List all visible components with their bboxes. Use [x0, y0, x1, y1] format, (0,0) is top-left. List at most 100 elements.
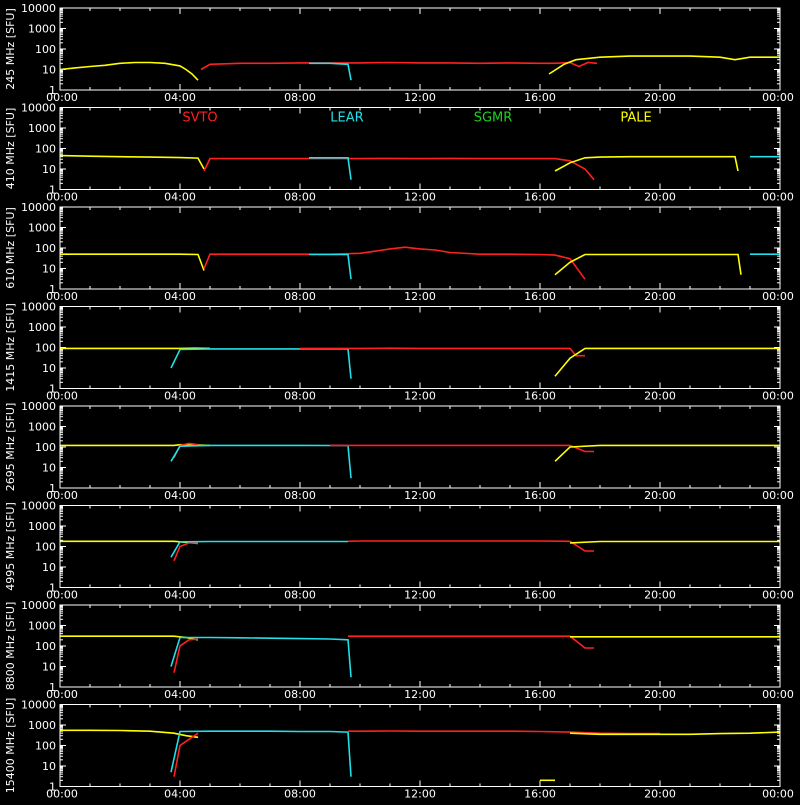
legend-entry-pale: PALE [620, 111, 651, 126]
y-axis-label: 410 MHz [SFU] [4, 108, 17, 189]
x-tick-label: 16:00 [524, 788, 556, 801]
legend-entry-sgmr: SGMR [474, 111, 513, 126]
series-line-pale [555, 255, 741, 275]
x-tick-label: 12:00 [404, 390, 436, 403]
y-tick-label: 10000 [21, 2, 56, 15]
x-tick-label: 00:00 [762, 91, 794, 104]
x-tick-label: 08:00 [284, 91, 316, 104]
y-tick-label: 10 [42, 462, 56, 475]
y-tick-label: 1000 [28, 23, 56, 36]
x-tick-label: 08:00 [284, 191, 316, 204]
x-tick-label: 20:00 [644, 589, 676, 602]
y-tick-label: 1000 [28, 520, 56, 533]
series-line-lear [171, 445, 351, 478]
x-tick-label: 12:00 [404, 688, 436, 701]
x-tick-label: 04:00 [164, 688, 196, 701]
panel-frame [60, 8, 780, 90]
series-line-lear [309, 63, 351, 80]
legend-entry-svto: SVTO [182, 111, 217, 126]
panel-frame [60, 207, 780, 289]
legend-entry-lear: LEAR [330, 111, 363, 126]
x-tick-label: 00:00 [762, 589, 794, 602]
series-group [60, 541, 780, 561]
series-line-lear [309, 158, 351, 180]
series-line-svto [348, 636, 594, 648]
y-tick-label: 10 [42, 661, 56, 674]
x-tick-label: 00:00 [762, 788, 794, 801]
series-group [60, 348, 780, 379]
series-line-pale [570, 542, 780, 543]
series-line-svto [348, 731, 660, 734]
y-tick-label: 10 [42, 362, 56, 375]
series-line-svto [204, 247, 585, 279]
y-tick-label: 100 [35, 640, 56, 653]
y-tick-label: 10000 [21, 500, 56, 513]
x-tick-label: 04:00 [164, 589, 196, 602]
x-tick-label: 08:00 [284, 290, 316, 303]
panel-frame [60, 108, 780, 190]
x-tick-label: 12:00 [404, 290, 436, 303]
y-axis-label: 15400 MHz [SFU] [4, 698, 17, 793]
panel-frame [60, 506, 780, 588]
y-axis-label: 4995 MHz [SFU] [4, 502, 17, 590]
x-tick-label: 04:00 [164, 489, 196, 502]
y-tick-label: 1000 [28, 719, 56, 732]
x-tick-label: 12:00 [404, 191, 436, 204]
x-tick-label: 20:00 [644, 788, 676, 801]
x-tick-label: 04:00 [164, 788, 196, 801]
y-tick-label: 10 [42, 64, 56, 77]
series-line-lear [309, 255, 351, 280]
y-axis-label: 1415 MHz [SFU] [4, 303, 17, 391]
series-line-pale [60, 730, 198, 737]
x-tick-label: 04:00 [164, 290, 196, 303]
x-tick-label: 00:00 [762, 489, 794, 502]
x-tick-label: 00:00 [762, 290, 794, 303]
x-tick-label: 20:00 [644, 688, 676, 701]
series-line-lear [171, 349, 351, 379]
panel-frame [60, 406, 780, 488]
x-tick-label: 04:00 [164, 191, 196, 204]
x-tick-label: 12:00 [404, 589, 436, 602]
y-tick-label: 10000 [21, 400, 56, 413]
x-tick-label: 16:00 [524, 191, 556, 204]
series-line-pale [555, 348, 780, 376]
series-group [60, 443, 780, 478]
y-tick-label: 10 [42, 263, 56, 276]
y-tick-label: 100 [35, 43, 56, 56]
series-line-pale [60, 541, 198, 543]
x-tick-label: 00:00 [762, 191, 794, 204]
x-tick-label: 00:00 [762, 390, 794, 403]
y-tick-label: 1000 [28, 620, 56, 633]
y-tick-label: 100 [35, 143, 56, 156]
x-tick-label: 04:00 [164, 390, 196, 403]
x-tick-label: 20:00 [644, 191, 676, 204]
x-tick-label: 16:00 [524, 390, 556, 403]
y-tick-label: 100 [35, 342, 56, 355]
series-line-svto [348, 541, 594, 551]
series-line-lear [171, 638, 351, 678]
x-tick-label: 16:00 [524, 91, 556, 104]
x-tick-label: 16:00 [524, 290, 556, 303]
x-tick-label: 08:00 [284, 390, 316, 403]
x-tick-label: 08:00 [284, 489, 316, 502]
x-tick-label: 04:00 [164, 91, 196, 104]
y-tick-label: 10000 [21, 102, 56, 115]
x-tick-label: 00:00 [762, 688, 794, 701]
y-tick-label: 10 [42, 760, 56, 773]
x-tick-label: 20:00 [644, 390, 676, 403]
series-line-pale [60, 63, 198, 81]
y-tick-label: 1000 [28, 321, 56, 334]
y-tick-label: 100 [35, 242, 56, 255]
x-tick-label: 20:00 [644, 489, 676, 502]
y-axis-label: 245 MHz [SFU] [4, 8, 17, 89]
series-group [60, 247, 780, 279]
series-line-pale [60, 254, 204, 270]
x-tick-label: 16:00 [524, 688, 556, 701]
series-group [60, 156, 780, 180]
